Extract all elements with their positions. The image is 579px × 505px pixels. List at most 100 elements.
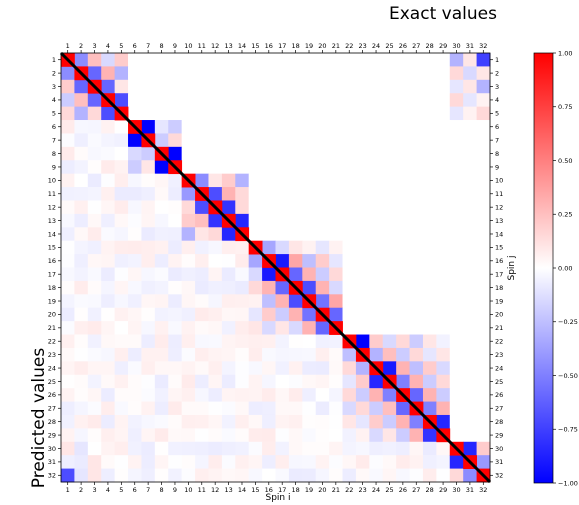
heatmap-cell (114, 133, 129, 148)
heatmap-cell (141, 106, 156, 121)
heatmap-cell (87, 267, 102, 282)
heatmap-cell (168, 468, 183, 483)
heatmap-cell (101, 468, 116, 483)
heatmap-cell (61, 321, 75, 335)
heatmap-cell (74, 280, 89, 295)
heatmap-cell (154, 294, 169, 309)
heatmap-cell (195, 120, 209, 134)
heatmap-cell (476, 334, 491, 349)
heatmap-cell (101, 307, 116, 322)
heatmap-cell (315, 160, 330, 175)
heatmap-cell (396, 227, 410, 242)
heatmap-cell (262, 294, 276, 309)
heatmap-cell (181, 374, 196, 389)
heatmap-cell (396, 133, 410, 148)
heatmap-cell (221, 93, 236, 108)
heatmap-cell (141, 254, 156, 268)
heatmap-cell (476, 294, 491, 309)
heatmap-cell (141, 160, 156, 175)
heatmap-cell (436, 388, 451, 402)
heatmap-cell (208, 267, 223, 282)
heatmap-cell (61, 213, 75, 228)
heatmap-cell (195, 106, 209, 121)
heatmap-cell (87, 280, 102, 295)
heatmap-cell (114, 200, 129, 215)
heatmap-cell (449, 66, 464, 81)
heatmap-cell (128, 267, 142, 282)
heatmap-cell (154, 120, 169, 134)
heatmap-cell (235, 401, 250, 416)
heatmap-cell (235, 187, 250, 201)
heatmap-cell (221, 294, 236, 309)
heatmap-cell (342, 347, 357, 362)
heatmap-cell (262, 441, 276, 456)
heatmap-cell (449, 79, 464, 94)
heatmap-cell (476, 254, 491, 268)
heatmap-cell (476, 120, 491, 134)
heatmap-cell (288, 240, 303, 255)
heatmap-cell (208, 146, 223, 161)
y-tick-label-right: 3 (495, 83, 499, 91)
heatmap-cell (208, 173, 223, 188)
heatmap-cell (61, 200, 75, 215)
heatmap-cell (87, 93, 102, 108)
heatmap-cell (61, 428, 75, 443)
heatmap-cell (275, 361, 290, 376)
heatmap-cell (302, 468, 317, 483)
heatmap-cell (114, 267, 129, 282)
heatmap-cell (101, 321, 116, 335)
heatmap-cell (396, 66, 410, 81)
heatmap-cell (221, 468, 236, 483)
heatmap-cell (235, 321, 250, 335)
heatmap-cell (262, 307, 276, 322)
heatmap-cell (449, 414, 464, 429)
heatmap-cell (208, 334, 223, 349)
heatmap-cell (208, 93, 223, 108)
heatmap-cell (74, 93, 89, 108)
x-tick-label-bottom: 28 (426, 486, 434, 494)
heatmap-cell (422, 53, 437, 67)
heatmap-cell (449, 321, 464, 335)
heatmap-cell (128, 200, 142, 215)
heatmap-cell (476, 347, 491, 362)
heatmap-cell (329, 79, 343, 94)
heatmap-cell (355, 79, 370, 94)
heatmap-cell (248, 53, 263, 67)
heatmap-cell (61, 347, 75, 362)
heatmap-cell (288, 66, 303, 81)
heatmap-cell (61, 173, 75, 188)
heatmap-cell (369, 280, 384, 295)
heatmap-cell (422, 294, 437, 309)
heatmap-cell (288, 79, 303, 94)
heatmap-cell (235, 374, 250, 389)
heatmap-cell (463, 53, 477, 67)
x-tick-label-bottom: 3 (92, 486, 96, 494)
heatmap-cell (181, 347, 196, 362)
x-tick-label-top: 5 (119, 42, 123, 50)
heatmap-cell (61, 93, 75, 108)
heatmap-cell (141, 146, 156, 161)
heatmap-cell (275, 414, 290, 429)
heatmap-cell (422, 66, 437, 81)
heatmap-cell (181, 254, 196, 268)
heatmap-cell (181, 66, 196, 81)
heatmap-cell (302, 428, 317, 443)
heatmap-cell (342, 227, 357, 242)
heatmap-cell (248, 227, 263, 242)
y-tick-label-left: 10 (48, 177, 56, 185)
heatmap-cell (235, 334, 250, 349)
heatmap-cell (154, 227, 169, 242)
heatmap-cell (128, 240, 142, 255)
heatmap-cell (128, 414, 142, 429)
heatmap-cell (275, 79, 290, 94)
heatmap-cell (369, 441, 384, 456)
heatmap-cell (275, 254, 290, 268)
heatmap-cell (463, 106, 477, 121)
heatmap-cell (101, 160, 116, 175)
y-tick-label-left: 20 (48, 311, 56, 319)
heatmap-cell (195, 227, 209, 242)
heatmap-cell (61, 401, 75, 416)
heatmap-cell (355, 146, 370, 161)
heatmap-cell (302, 361, 317, 376)
heatmap-cell (329, 280, 343, 295)
